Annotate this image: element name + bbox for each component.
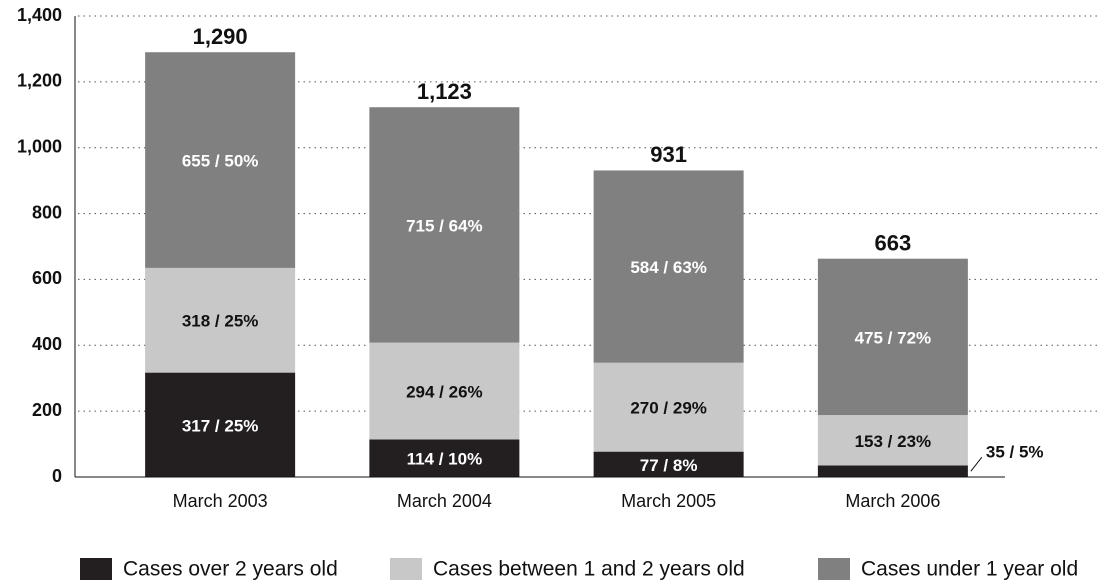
y-tick-label: 200 <box>32 400 62 420</box>
x-tick-label: March 2004 <box>397 491 492 511</box>
legend-swatch <box>818 558 850 580</box>
legend-label: Cases over 2 years old <box>123 558 338 581</box>
y-tick-label: 1,200 <box>17 71 62 91</box>
y-tick-label: 1,400 <box>17 5 62 25</box>
value-label: 77 / 8% <box>640 456 698 475</box>
value-label: 317 / 25% <box>182 416 259 435</box>
legend-swatch <box>390 558 422 580</box>
bar-segment <box>593 451 744 477</box>
value-label: 153 / 23% <box>855 432 932 451</box>
legend-swatch <box>80 558 112 580</box>
bar-segment <box>593 362 744 452</box>
x-tick-label: March 2006 <box>845 491 940 511</box>
y-tick-label: 600 <box>32 268 62 288</box>
x-tick-label: March 2005 <box>621 491 716 511</box>
legend-label: Cases between 1 and 2 years old <box>433 558 745 581</box>
value-label: 715 / 64% <box>406 216 483 235</box>
bar-segment <box>145 372 296 477</box>
y-tick-label: 0 <box>52 466 62 486</box>
y-tick-label: 800 <box>32 202 62 222</box>
legend-label: Cases under 1 year old <box>861 558 1078 581</box>
value-label: 114 / 10% <box>407 450 483 469</box>
total-label: 1,123 <box>417 79 472 104</box>
y-tick-label: 400 <box>32 334 62 354</box>
value-label: 655 / 50% <box>182 152 259 171</box>
value-label: 270 / 29% <box>630 399 707 418</box>
y-tick-label: 1,000 <box>17 136 62 156</box>
bar-segment <box>145 267 296 373</box>
bar-segment <box>817 465 968 477</box>
bar-segment <box>369 107 520 343</box>
bar-segment <box>817 415 968 466</box>
bar-segment <box>145 52 296 268</box>
total-label: 931 <box>650 142 687 167</box>
value-label: 584 / 63% <box>630 258 707 277</box>
total-label: 663 <box>875 230 912 255</box>
bar-segment <box>817 258 968 416</box>
value-label: 35 / 5% <box>986 443 1044 462</box>
leader-line <box>970 456 983 472</box>
total-label: 1,290 <box>193 24 248 49</box>
bar-segment <box>593 170 744 363</box>
value-label: 294 / 26% <box>406 383 483 402</box>
value-label: 475 / 72% <box>855 328 932 347</box>
value-label: 318 / 25% <box>182 312 259 331</box>
x-tick-label: March 2003 <box>173 491 268 511</box>
bar-segment <box>369 342 520 440</box>
bar-segment <box>369 439 520 477</box>
